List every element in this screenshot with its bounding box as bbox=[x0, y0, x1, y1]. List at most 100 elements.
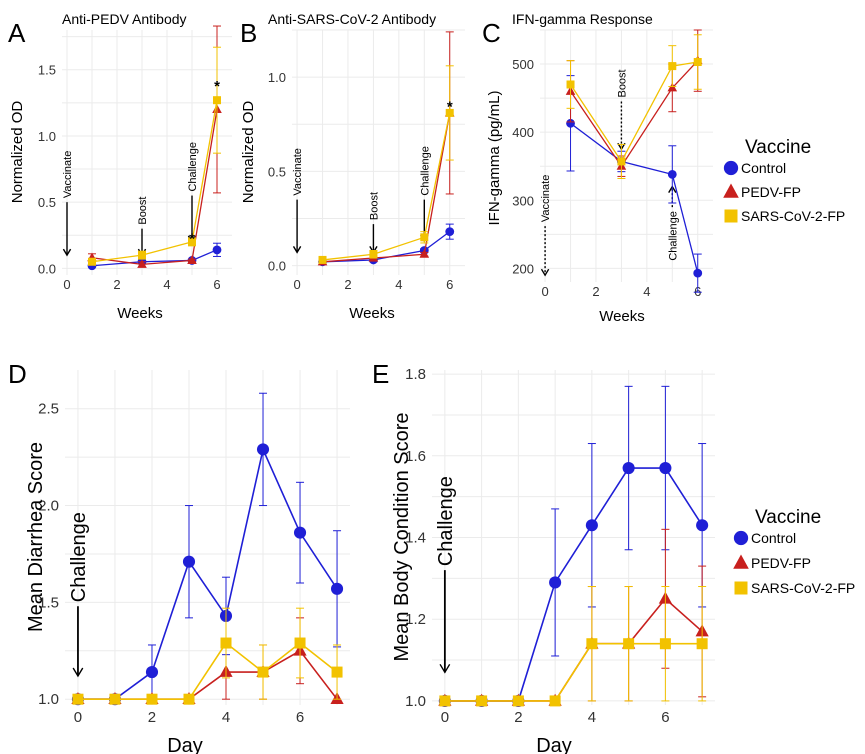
data-point bbox=[419, 249, 430, 258]
y-axis-title: Normalized OD bbox=[240, 101, 257, 204]
series-sars-cov-2-fp bbox=[566, 34, 702, 179]
series-control bbox=[566, 75, 703, 293]
x-tick-label: 2 bbox=[514, 709, 522, 726]
series-line bbox=[91, 249, 218, 267]
significance-star: * bbox=[214, 78, 220, 95]
x-tick-label: 6 bbox=[296, 709, 304, 726]
data-point bbox=[294, 637, 306, 649]
x-axis-title: Weeks bbox=[349, 305, 395, 322]
y-tick-label: 1.0 bbox=[405, 693, 426, 710]
panel-letter: A bbox=[8, 18, 26, 48]
series-line bbox=[444, 642, 703, 702]
annotations: Challenge bbox=[68, 512, 90, 678]
data-point bbox=[109, 693, 121, 705]
series-line bbox=[322, 112, 451, 263]
series-line bbox=[77, 649, 338, 700]
arrow-head bbox=[62, 248, 72, 257]
annotation-label: Vaccinate bbox=[540, 175, 552, 223]
series-pedv-fp bbox=[565, 29, 703, 177]
data-point bbox=[256, 443, 270, 456]
gridlines bbox=[292, 29, 465, 275]
series-line bbox=[77, 446, 338, 700]
series-control bbox=[438, 385, 709, 707]
y-tick-label: 0.5 bbox=[268, 164, 286, 179]
panel-E: E 0 2 4 6 1.0 1.2 1.4 1.6 1.8 Day Mean Body Conditi… bbox=[372, 359, 715, 754]
panel-D: D 0 2 4 6 1.0 1.5 2.0 2.5 Day Mean Diarrhea Score C… bbox=[8, 359, 350, 754]
data-point bbox=[138, 251, 146, 260]
y-axis-title: IFN-gamma (pg/mL) bbox=[486, 90, 503, 225]
data-point bbox=[220, 637, 232, 649]
data-point bbox=[330, 582, 344, 595]
panel-letter: D bbox=[8, 359, 27, 389]
data-point bbox=[549, 576, 562, 589]
chart-title: IFN-gamma Response bbox=[512, 11, 653, 27]
annotations: Vaccinate Boost Challenge bbox=[540, 69, 679, 277]
tick-labels: 0 2 4 6 1.0 1.2 1.4 1.6 1.8 bbox=[405, 366, 669, 726]
y-tick-label: 1.5 bbox=[38, 594, 59, 611]
series-line bbox=[570, 122, 699, 274]
data-point bbox=[659, 638, 671, 650]
annotations: Challenge bbox=[435, 476, 457, 674]
x-tick-label: 6 bbox=[661, 709, 669, 726]
data-point bbox=[693, 58, 702, 67]
legend-label: PEDV-FP bbox=[751, 555, 811, 571]
arrow-head bbox=[540, 268, 550, 277]
series-line bbox=[322, 231, 451, 263]
tick-labels: 0 2 4 6 0.0 0.5 1.0 1.5 bbox=[38, 63, 221, 292]
series-pedv-fp bbox=[317, 31, 455, 266]
data-point bbox=[257, 666, 269, 678]
data-point bbox=[566, 118, 575, 128]
legend-title: Vaccine bbox=[745, 137, 811, 158]
data-point bbox=[420, 233, 429, 242]
data-point bbox=[549, 695, 561, 707]
legend-swatch bbox=[733, 554, 749, 569]
legend-swatch bbox=[724, 209, 738, 223]
significance-star: * bbox=[447, 99, 453, 116]
series-pedv-fp bbox=[87, 25, 222, 268]
y-tick-label: 0.5 bbox=[38, 195, 56, 210]
gridlines bbox=[65, 370, 350, 705]
panel-letter: B bbox=[240, 18, 257, 48]
y-tick-label: 2.0 bbox=[38, 498, 59, 515]
legend: Vaccine Control PEDV-FP SARS-CoV-2-FP bbox=[733, 507, 855, 596]
data-point bbox=[623, 638, 635, 650]
legend-swatch bbox=[723, 183, 739, 198]
data-point bbox=[693, 268, 703, 278]
series-line bbox=[569, 61, 698, 163]
annotation-label: Challenge bbox=[667, 211, 679, 261]
x-tick-label: 6 bbox=[446, 277, 453, 292]
data-point bbox=[696, 638, 708, 650]
chart-title: Anti-SARS-CoV-2 Antibody bbox=[268, 11, 436, 27]
y-tick-label: 500 bbox=[512, 57, 534, 72]
annotation-label: Boost bbox=[616, 69, 628, 97]
x-tick-label: 2 bbox=[113, 277, 120, 292]
y-axis-title: Mean Body Condition Score bbox=[391, 412, 413, 661]
data-point bbox=[667, 82, 678, 92]
y-tick-label: 200 bbox=[512, 261, 534, 276]
chart-title: Anti-PEDV Antibody bbox=[62, 11, 187, 27]
y-tick-label: 1.6 bbox=[405, 448, 426, 465]
annotation-label: Boost bbox=[368, 192, 380, 220]
legend-swatch bbox=[734, 581, 748, 595]
significance-star: * bbox=[189, 230, 195, 247]
legend: Vaccine Control PEDV-FP SARS-CoV-2-FP bbox=[723, 137, 845, 224]
legend-label: Control bbox=[751, 530, 796, 546]
series-control bbox=[87, 242, 222, 271]
y-axis-title: Normalized OD bbox=[9, 101, 26, 204]
arrow-head bbox=[72, 667, 84, 678]
annotations: Vaccinate Boost Challenge bbox=[292, 146, 431, 254]
data-point bbox=[667, 169, 677, 179]
series-sars-cov-2-fp bbox=[439, 586, 708, 707]
data-point bbox=[668, 62, 677, 71]
legend-title: Vaccine bbox=[755, 507, 821, 528]
data-point bbox=[183, 693, 195, 705]
data-point bbox=[617, 157, 626, 166]
data-point bbox=[445, 227, 455, 237]
series-line bbox=[91, 109, 218, 266]
gridlines bbox=[432, 370, 715, 705]
x-tick-label: 6 bbox=[213, 277, 220, 292]
y-tick-label: 1.8 bbox=[405, 366, 426, 383]
legend-label: Control bbox=[741, 160, 786, 176]
series-sars-cov-2-fp bbox=[318, 65, 454, 264]
